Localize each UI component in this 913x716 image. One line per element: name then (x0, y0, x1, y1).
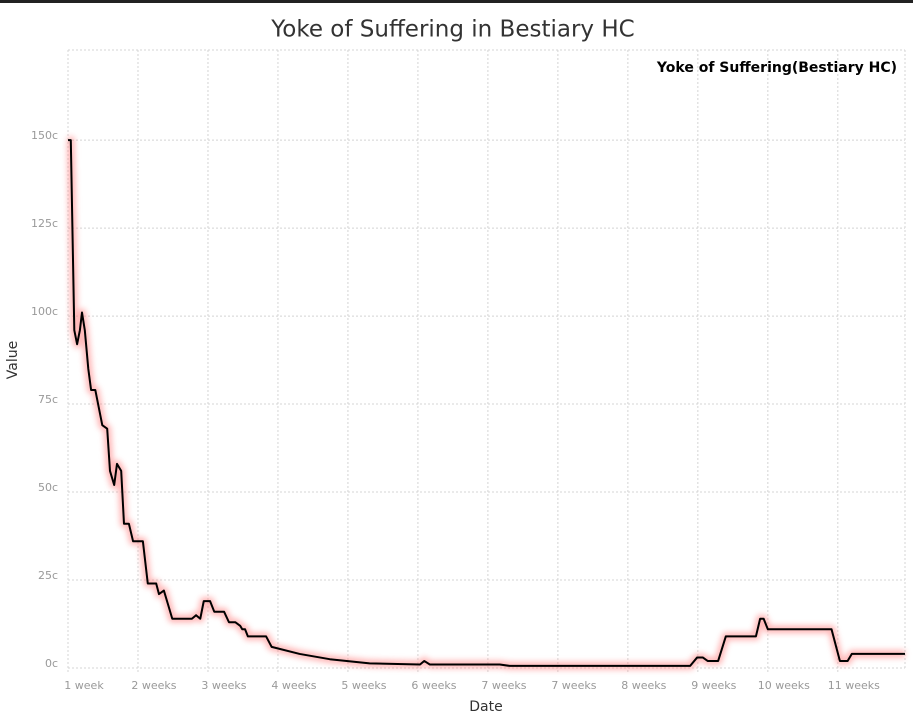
x-axis-label: Date (469, 699, 502, 715)
x-tick-label: 7 weeks (481, 679, 526, 692)
x-tick-label: 8 weeks (621, 679, 666, 692)
x-tick-label: 4 weeks (271, 679, 316, 692)
line-glow (66, 136, 905, 670)
line (68, 139, 905, 667)
x-tick-label: 10 weeks (758, 679, 810, 692)
y-tick-label: 75c (38, 393, 58, 406)
x-tick-label: 11 weeks (828, 679, 880, 692)
y-tick-label: 0c (45, 657, 58, 670)
y-axis-label: Value (5, 341, 21, 379)
top-bar (0, 0, 913, 3)
x-tick-label: 1 week (64, 679, 104, 692)
y-tick-label: 25c (38, 569, 58, 582)
y-tick-label: 125c (31, 217, 58, 230)
y-tick-label: 50c (38, 481, 58, 494)
x-tick-label: 7 weeks (551, 679, 596, 692)
y-tick-label: 100c (31, 305, 58, 318)
legend-entry: Yoke of Suffering(Bestiary HC) (656, 60, 897, 76)
y-tick-label: 150c (31, 129, 58, 142)
x-tick-label: 6 weeks (411, 679, 456, 692)
x-tick-label: 5 weeks (341, 679, 386, 692)
x-tick-label: 2 weeks (131, 679, 176, 692)
x-tick-label: 3 weeks (201, 679, 246, 692)
chart-title: Yoke of Suffering in Bestiary HC (270, 17, 634, 43)
x-tick-label: 9 weeks (691, 679, 736, 692)
